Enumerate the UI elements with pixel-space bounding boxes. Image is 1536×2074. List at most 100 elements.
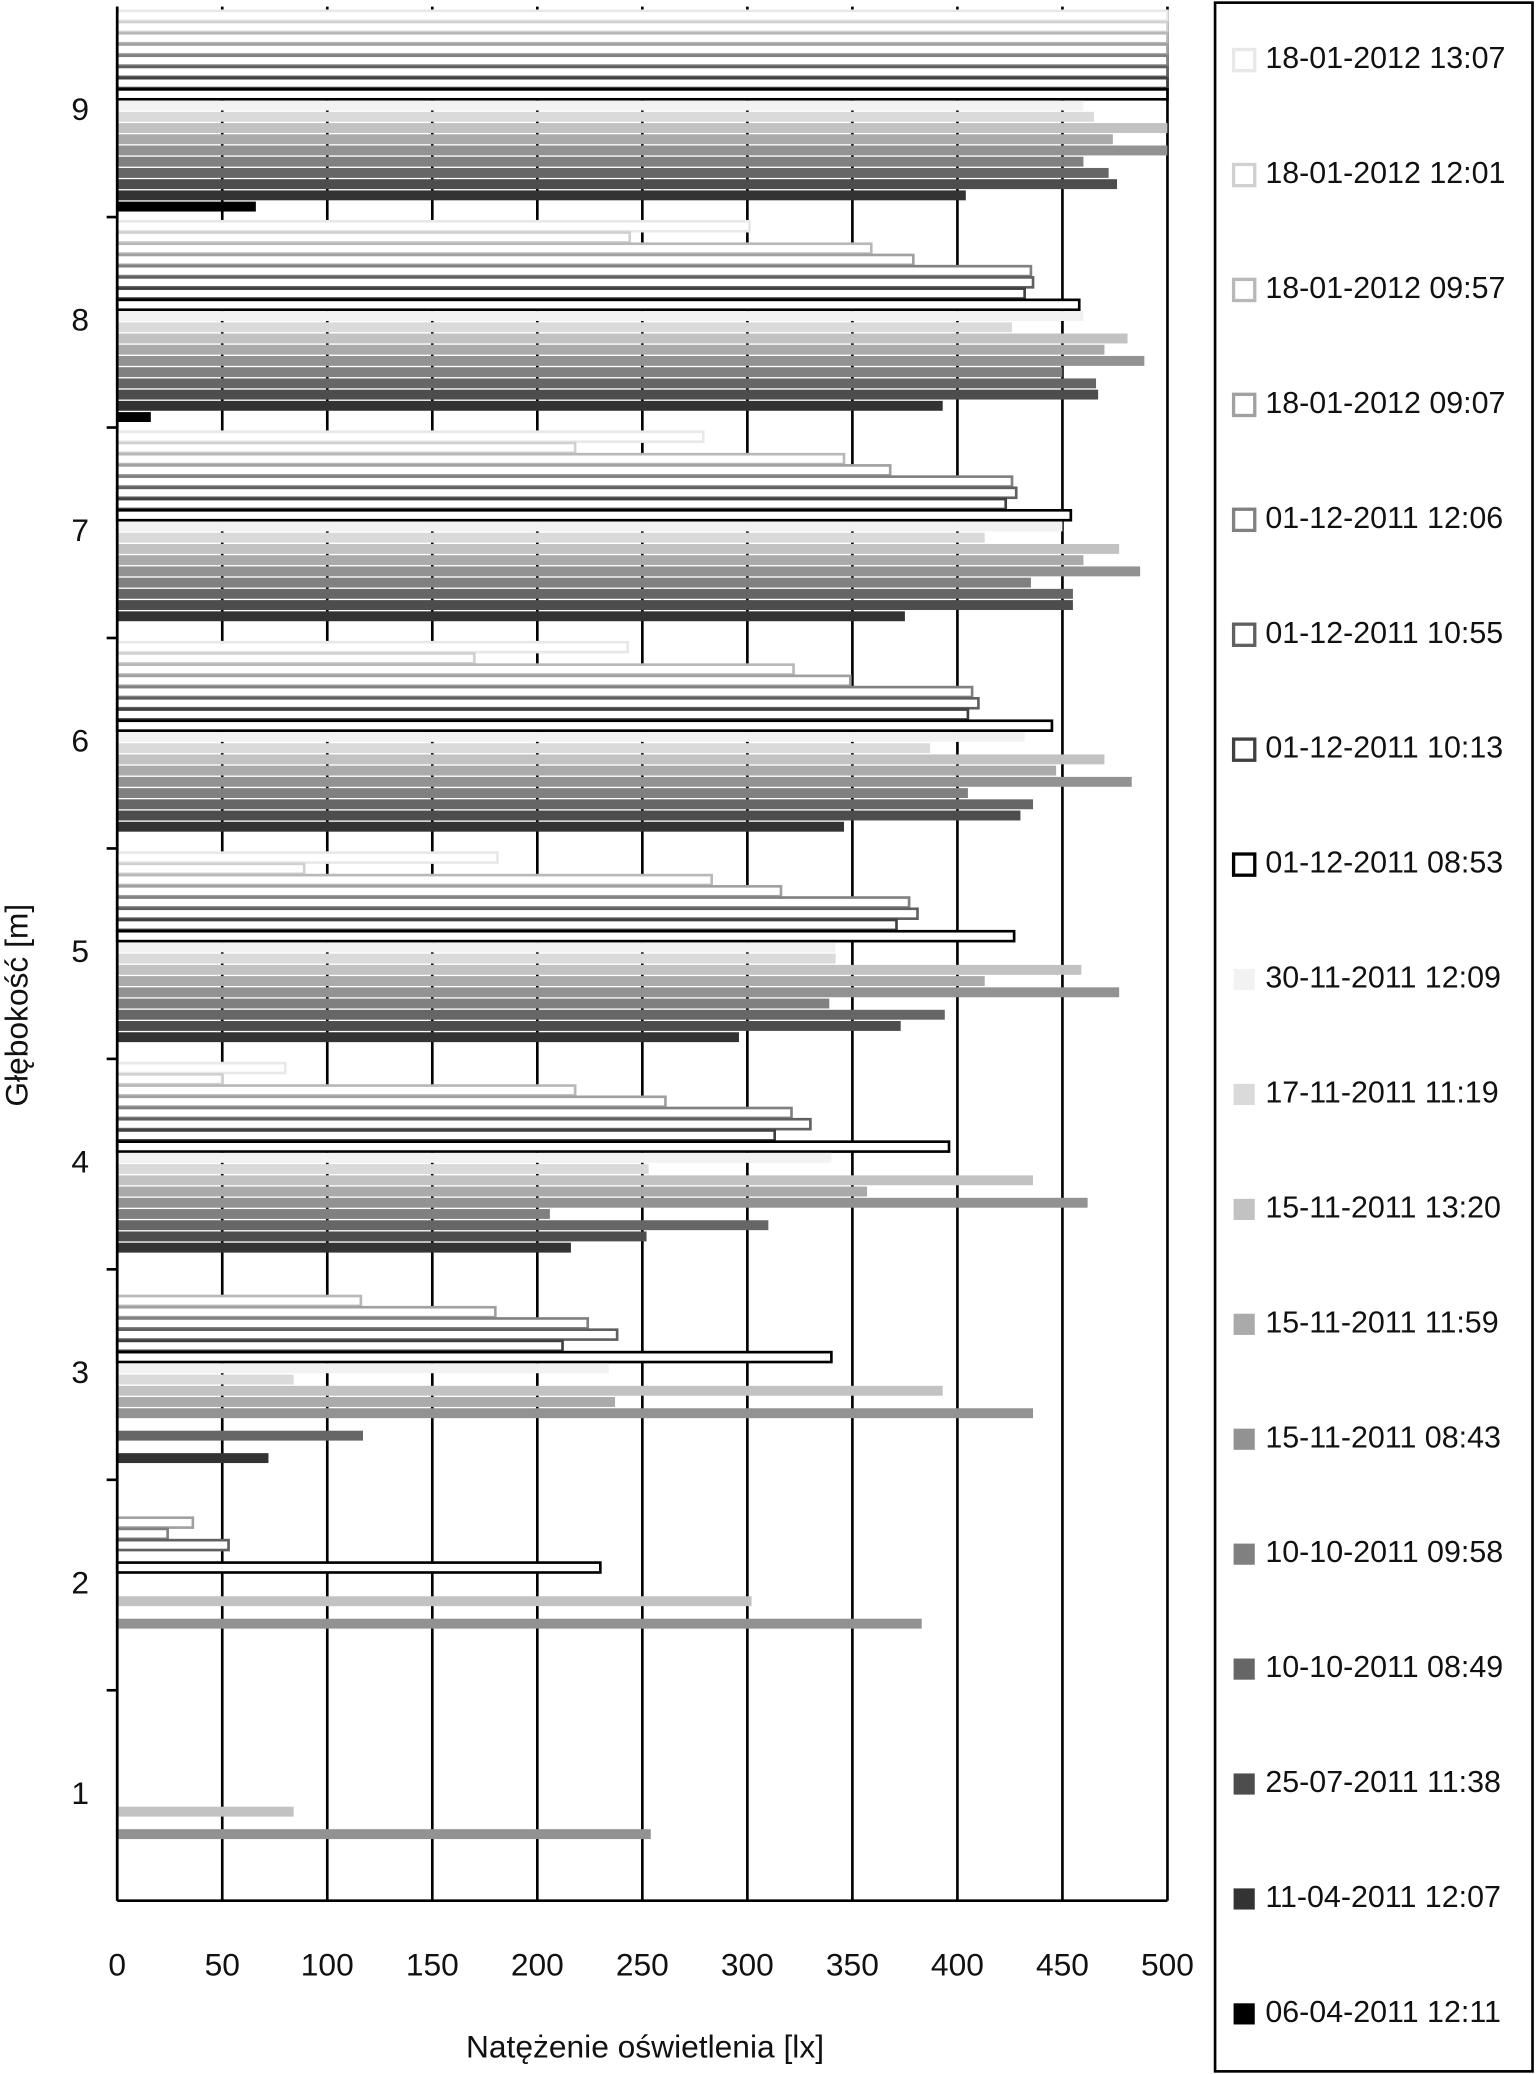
x-tick-label: 150 <box>406 1946 459 1982</box>
bar <box>115 896 911 909</box>
bar <box>115 640 629 654</box>
bar <box>115 918 898 932</box>
bar <box>115 464 892 477</box>
bar <box>117 555 1084 566</box>
bar <box>117 964 1082 975</box>
legend-label: 17-11-2011 11:19 <box>1265 1075 1498 1109</box>
x-tick-label: 400 <box>931 1946 984 1982</box>
bar <box>115 441 577 455</box>
bar <box>117 987 1120 998</box>
bar <box>115 685 974 699</box>
legend-label: 18-01-2012 12:01 <box>1265 156 1505 190</box>
bar <box>117 1374 294 1385</box>
bar <box>115 663 795 676</box>
y-tick-label: 3 <box>71 1354 89 1390</box>
legend-label: 18-01-2012 13:07 <box>1265 41 1505 75</box>
bar <box>115 1106 793 1120</box>
bar <box>117 821 844 832</box>
legend-label: 06-04-2011 12:11 <box>1265 1995 1501 2029</box>
bar <box>115 88 1169 101</box>
bar <box>117 743 931 754</box>
bar <box>115 1084 577 1097</box>
legend-swatch <box>1233 1313 1255 1335</box>
bar <box>117 111 1094 122</box>
bar <box>117 1408 1034 1419</box>
bar <box>115 1317 590 1330</box>
bar <box>117 1197 1088 1208</box>
legend-swatch <box>1233 1888 1255 1910</box>
bar <box>117 810 1021 821</box>
bar <box>117 167 1109 178</box>
bar <box>117 1186 868 1197</box>
bar <box>117 100 1084 111</box>
legend-label: 10-10-2011 09:58 <box>1265 1535 1503 1569</box>
bar <box>115 1117 812 1131</box>
y-tick-label: 4 <box>71 1144 89 1180</box>
legend-label: 15-11-2011 13:20 <box>1265 1190 1501 1224</box>
bar <box>117 1397 616 1407</box>
bar <box>115 652 476 665</box>
bar <box>115 219 751 233</box>
bar <box>117 1175 1034 1186</box>
bar <box>117 412 151 422</box>
bar <box>115 1305 497 1319</box>
legend-swatch <box>1233 968 1255 991</box>
y-tick-label: 2 <box>71 1564 89 1600</box>
legend-label: 15-11-2011 08:43 <box>1265 1420 1501 1454</box>
bar <box>117 543 1120 554</box>
legend-swatch <box>1231 277 1257 303</box>
bar <box>117 367 1063 378</box>
bar <box>117 389 1099 400</box>
y-tick-label: 1 <box>71 1775 89 1811</box>
bar <box>117 1596 752 1607</box>
bar <box>115 1538 230 1552</box>
bar <box>117 532 985 543</box>
legend-label: 11-04-2011 12:07 <box>1265 1880 1501 1914</box>
bar <box>115 885 783 898</box>
legend-swatch <box>1233 1428 1255 1450</box>
bar <box>117 611 905 622</box>
bar <box>117 1164 649 1175</box>
legend-swatch <box>1231 47 1257 73</box>
bar <box>117 1021 901 1031</box>
bar <box>115 1129 776 1142</box>
bar <box>115 1061 287 1075</box>
bar <box>115 696 980 710</box>
bar <box>115 242 873 255</box>
bar <box>117 1220 769 1231</box>
legend-label: 18-01-2012 09:57 <box>1265 271 1505 305</box>
bar <box>117 1363 609 1374</box>
y-tick-label: 8 <box>71 302 89 338</box>
bar <box>115 231 632 244</box>
legend-label: 25-07-2011 11:38 <box>1265 1765 1501 1799</box>
bar <box>117 600 1073 611</box>
bar <box>115 430 705 443</box>
bar <box>115 508 1073 522</box>
bar <box>117 201 256 212</box>
y-tick-label: 9 <box>71 91 89 127</box>
bar <box>117 976 985 987</box>
bar <box>117 776 1132 787</box>
bar <box>115 1350 833 1364</box>
bar <box>117 156 1084 167</box>
bar <box>117 400 943 411</box>
bar <box>115 862 306 876</box>
x-axis-title: Natężenie oświetlenia [lx] <box>466 2028 824 2064</box>
bar <box>115 76 1169 90</box>
bar <box>117 731 1025 742</box>
bar <box>117 1618 922 1629</box>
bar <box>117 1009 945 1020</box>
legend-label: 15-11-2011 11:59 <box>1265 1305 1498 1339</box>
legend-swatch <box>1233 2003 1255 2025</box>
x-tick-label: 300 <box>721 1946 774 1982</box>
bar <box>117 123 1168 133</box>
bar <box>117 344 1105 355</box>
bar <box>117 333 1128 344</box>
bar <box>117 1806 294 1817</box>
bar <box>115 1516 195 1529</box>
bar <box>117 588 1073 599</box>
legend-label: 18-01-2012 09:07 <box>1265 386 1505 420</box>
bar <box>117 1385 943 1396</box>
bar <box>115 20 1169 34</box>
